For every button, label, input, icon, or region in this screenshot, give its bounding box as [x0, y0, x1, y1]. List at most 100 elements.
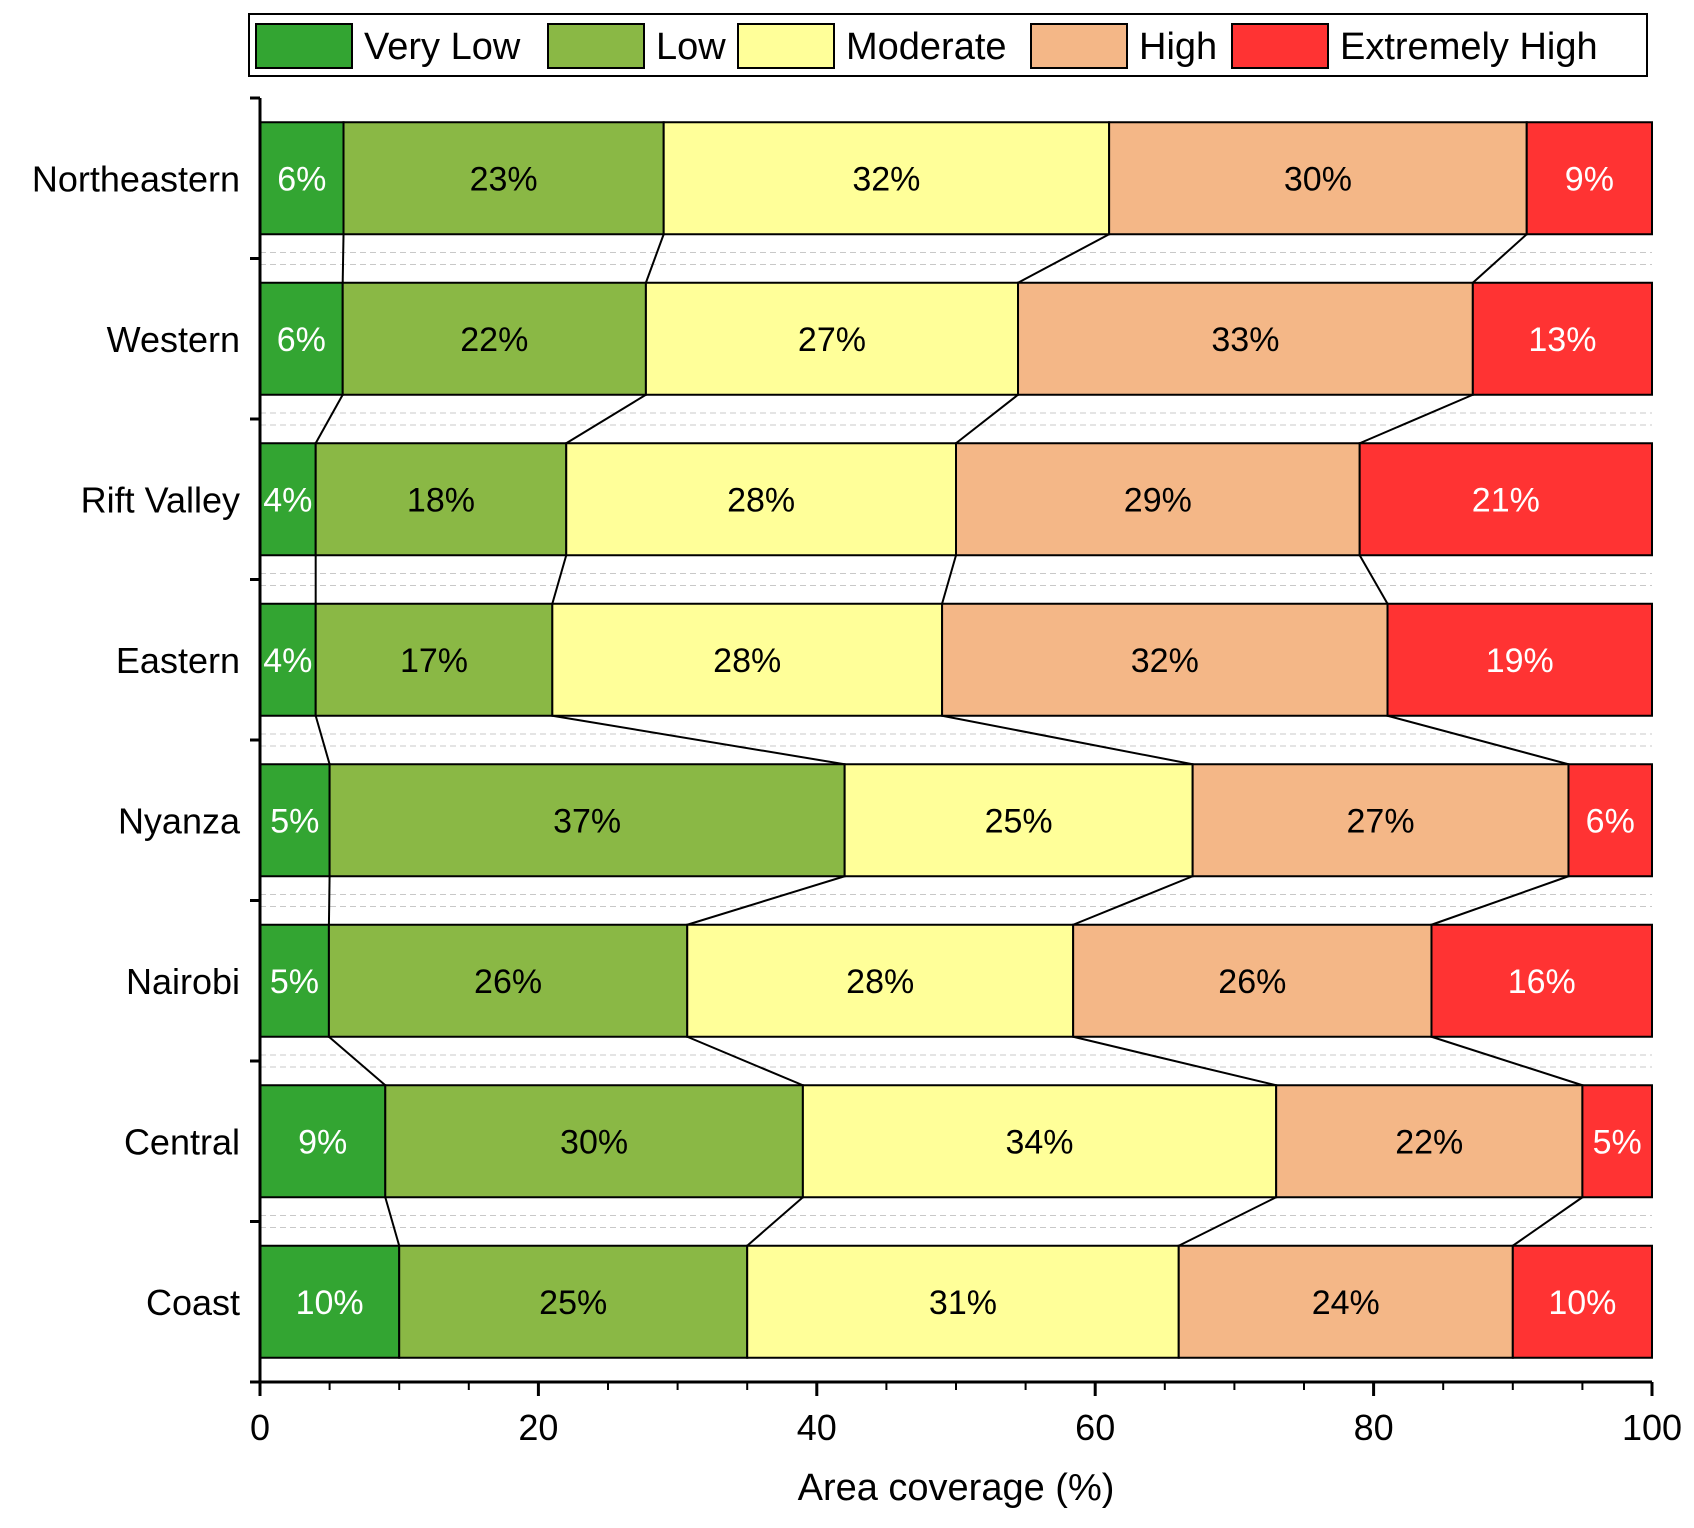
connector-line [1178, 1196, 1277, 1247]
data-label: 13% [1528, 321, 1596, 359]
connector-line [328, 1035, 386, 1087]
data-label: 6% [277, 321, 326, 359]
bar-segment [1511, 1244, 1654, 1359]
data-label: 18% [407, 481, 475, 519]
bar-segment [686, 923, 1075, 1038]
connector-line [955, 393, 1019, 445]
data-label: 6% [1586, 802, 1635, 840]
data-label: 9% [1565, 160, 1614, 198]
x-tick-label: 100 [1622, 1407, 1682, 1448]
legend-label: Extremely High [1340, 26, 1598, 68]
data-label: 16% [1508, 963, 1576, 1001]
connector-line [1387, 714, 1569, 766]
bar-segment [1581, 1084, 1654, 1199]
connector-line [941, 714, 1193, 766]
data-label: 26% [1218, 963, 1286, 1001]
connector-line [565, 393, 647, 445]
connector-line [384, 1196, 401, 1247]
connector-line [941, 554, 957, 605]
x-tick-label: 20 [518, 1407, 558, 1448]
legend-swatch [547, 23, 645, 69]
legend-swatch [255, 23, 353, 69]
legend-swatch [737, 23, 835, 69]
data-label: 34% [1005, 1123, 1073, 1161]
legend-label: Moderate [846, 26, 1007, 68]
bar-segment [314, 602, 554, 717]
x-tick-label: 60 [1075, 1407, 1115, 1448]
data-label: 5% [270, 802, 319, 840]
category-label: Nyanza [118, 800, 241, 841]
bar-segment [955, 442, 1361, 557]
data-label: 10% [1548, 1284, 1616, 1322]
connector-line [686, 875, 845, 926]
bar-segment [259, 763, 331, 878]
data-label: 6% [277, 160, 326, 198]
connector-line [1431, 1035, 1583, 1087]
bar-segment [1072, 923, 1433, 1038]
bar-segment [565, 442, 957, 557]
legend-box [248, 13, 1648, 77]
bar-segment [259, 442, 317, 557]
category-label: Nairobi [126, 961, 240, 1002]
data-label: 29% [1124, 481, 1192, 519]
bar-segment [1567, 763, 1653, 878]
bar-segment [1191, 763, 1570, 878]
category-label: Eastern [116, 640, 240, 681]
data-label: 25% [539, 1284, 607, 1322]
data-label: 4% [263, 642, 312, 680]
data-label: 32% [852, 160, 920, 198]
connector-line [1072, 875, 1194, 926]
data-label: 27% [798, 321, 866, 359]
bar-segment [384, 1084, 804, 1199]
bar-segment [328, 763, 846, 878]
data-label: 22% [460, 321, 528, 359]
bar-segment [1471, 281, 1653, 396]
bar-segment [314, 442, 568, 557]
data-label: 5% [1593, 1123, 1642, 1161]
connector-line [644, 233, 665, 284]
bar-segment [1358, 442, 1654, 557]
connector-line [686, 1035, 804, 1087]
x-tick-label: 0 [250, 1407, 270, 1448]
connector-line [1359, 393, 1474, 445]
data-label: 10% [296, 1284, 364, 1322]
connector-line [1017, 233, 1110, 284]
connector-line [341, 234, 345, 283]
bar-segment [1386, 602, 1654, 717]
data-label: 37% [553, 802, 621, 840]
bar-segment [1275, 1084, 1584, 1199]
connector-line [552, 714, 845, 766]
legend-swatch [1030, 23, 1128, 69]
legend-label: High [1139, 26, 1217, 68]
bar-segment [801, 1084, 1278, 1199]
data-label: 30% [560, 1123, 628, 1161]
legend-swatch [1231, 23, 1329, 69]
connector-line [1431, 875, 1569, 926]
data-label: 28% [713, 642, 781, 680]
data-label: 19% [1486, 642, 1554, 680]
data-label: 5% [270, 963, 319, 1001]
legend-label: Low [656, 26, 726, 68]
category-label: Northeastern [32, 158, 240, 199]
bar-segment [1525, 121, 1653, 236]
data-label: 22% [1395, 1123, 1463, 1161]
legend-label: Very Low [364, 26, 521, 68]
data-label: 32% [1131, 642, 1199, 680]
data-label: 33% [1211, 321, 1279, 359]
bar-segment [1430, 923, 1653, 1038]
data-label: 23% [470, 160, 538, 198]
data-label: 30% [1284, 160, 1352, 198]
bar-segment [662, 121, 1111, 236]
data-label: 28% [727, 481, 795, 519]
data-label: 31% [929, 1284, 997, 1322]
data-label: 27% [1347, 802, 1415, 840]
category-label: Western [107, 319, 240, 360]
x-axis-title: Area coverage (%) [798, 1467, 1115, 1509]
data-label: 9% [298, 1123, 347, 1161]
connector-line [551, 554, 568, 605]
data-label: 21% [1472, 481, 1540, 519]
bar-segment [398, 1244, 749, 1359]
connector-line [1072, 1035, 1277, 1087]
bar-segment [644, 281, 1020, 396]
